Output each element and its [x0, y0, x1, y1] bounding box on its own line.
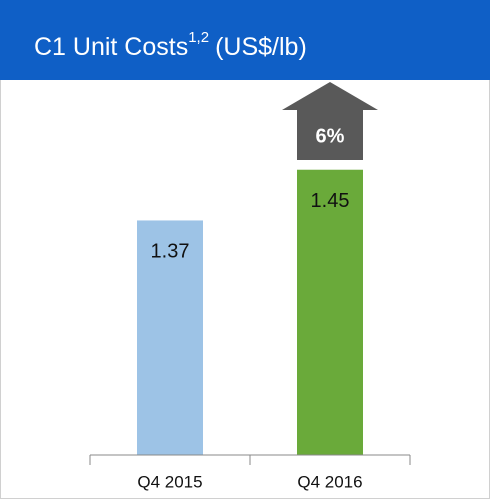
- bar: [137, 220, 203, 455]
- arrow: 6%: [282, 82, 378, 160]
- x-tick-label: Q4 2016: [297, 472, 362, 491]
- title-superscript: 1,2: [188, 29, 209, 46]
- title-text: C1 Unit Costs: [34, 33, 188, 61]
- data-label: 1.45: [311, 190, 350, 212]
- title-unit: (US$/lb): [215, 33, 307, 61]
- x-tick-label: Q4 2015: [137, 472, 202, 491]
- arrow-shape: [282, 82, 378, 160]
- data-label: 1.37: [151, 241, 190, 263]
- bar: [297, 169, 363, 455]
- annotation: 6%: [316, 125, 345, 147]
- header: [0, 0, 490, 80]
- chart-title: C1 Unit Costs1,2 (US$/lb): [34, 29, 307, 61]
